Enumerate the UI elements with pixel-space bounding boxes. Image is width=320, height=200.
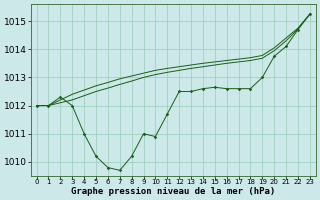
X-axis label: Graphe pression niveau de la mer (hPa): Graphe pression niveau de la mer (hPa) <box>71 187 276 196</box>
